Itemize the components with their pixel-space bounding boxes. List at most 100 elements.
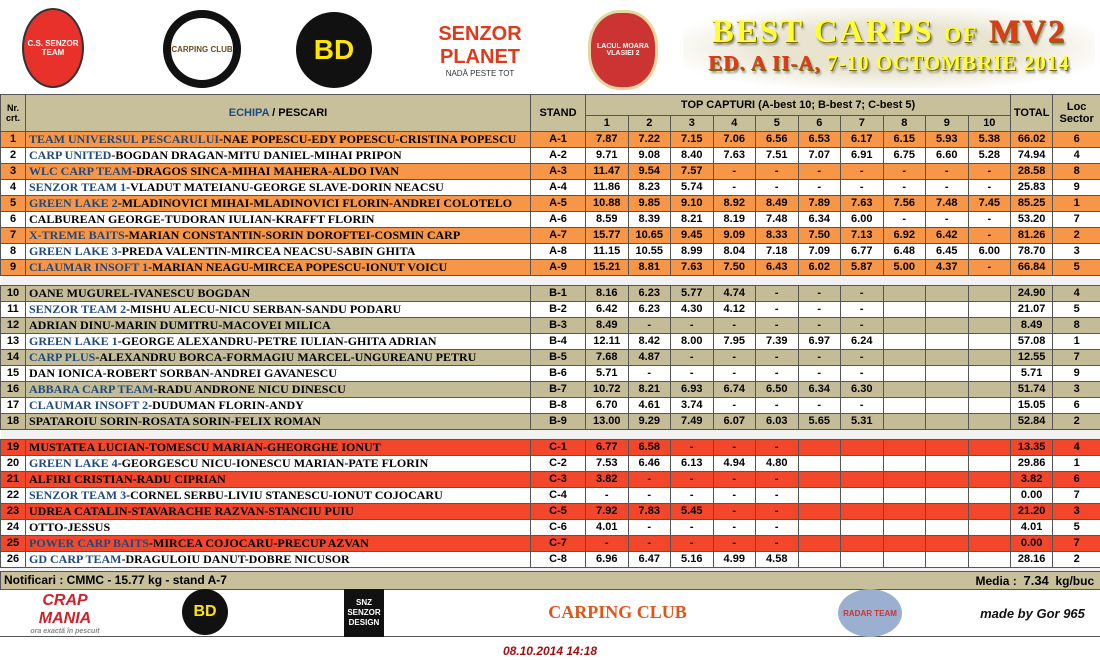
row-number: 13 bbox=[0, 332, 26, 350]
table-row: 23 UDREA CATALIN-STAVARACHE RAZVAN-STANCI… bbox=[0, 502, 1100, 520]
catch-score-10 bbox=[967, 550, 1012, 568]
title-edition: ED. A II-A, bbox=[708, 51, 821, 75]
catch-score-10: - bbox=[967, 258, 1012, 276]
fishers-names: -MLADINOVICI MIHAI-MLADINOVICI FLORIN-AN… bbox=[117, 195, 513, 210]
table-row: 14 CARP PLUS-ALEXANDRU BORCA-FORMAGIU MAR… bbox=[0, 348, 1100, 366]
sector-place-cell: 4 bbox=[1052, 438, 1100, 456]
table-row: 16 ABBARA CARP TEAM-RADU ANDRONE NICU DIN… bbox=[0, 380, 1100, 398]
stand-cell: A-6 bbox=[530, 210, 586, 228]
catch-score-2: - bbox=[627, 316, 671, 334]
team-fishers-cell: CLAUMAR INSOFT 2-DUDUMAN FLORIN-ANDY bbox=[25, 396, 531, 414]
col-number-10: 10 bbox=[967, 115, 1012, 132]
catch-score-1: 10.72 bbox=[585, 380, 629, 398]
catch-score-9: 5.93 bbox=[925, 130, 969, 148]
catch-score-3: - bbox=[670, 486, 714, 504]
sector-place-cell: 2 bbox=[1052, 412, 1100, 430]
row-number: 9 bbox=[0, 258, 26, 276]
catch-score-3: 7.15 bbox=[670, 130, 714, 148]
catch-score-8: 5.00 bbox=[882, 258, 926, 276]
row-number: 14 bbox=[0, 348, 26, 366]
catch-score-3: - bbox=[670, 364, 714, 382]
stand-cell: C-3 bbox=[530, 470, 586, 488]
catch-score-10 bbox=[967, 502, 1012, 520]
gor965-logo: made by Gor 965 bbox=[980, 605, 1085, 621]
table-row: 12 ADRIAN DINU-MARIN DUMITRU-MACOVEI MILI… bbox=[0, 316, 1100, 334]
team-name: ABBARA CARP TEAM bbox=[29, 381, 154, 396]
team-name: CARP UNITED bbox=[29, 147, 112, 162]
catch-score-9 bbox=[925, 454, 969, 472]
catch-score-1: 7.87 bbox=[585, 130, 629, 148]
total-cell: 52.84 bbox=[1010, 412, 1054, 430]
catch-score-9 bbox=[925, 300, 969, 318]
catch-score-5: - bbox=[755, 316, 799, 334]
col-number-7: 7 bbox=[840, 115, 884, 132]
sector-place-cell: 8 bbox=[1052, 162, 1100, 180]
table-row: 2 CARP UNITED-BOGDAN DRAGAN-MITU DANIEL-M… bbox=[0, 146, 1100, 164]
catch-score-4: - bbox=[712, 348, 756, 366]
catch-score-7 bbox=[840, 518, 884, 536]
table-row: 11 SENZOR TEAM 2-MISHU ALECU-NICU SERBAN-… bbox=[0, 300, 1100, 318]
sector-place-cell: 1 bbox=[1052, 332, 1100, 350]
catch-score-9 bbox=[925, 332, 969, 350]
catch-score-3: 8.00 bbox=[670, 332, 714, 350]
catch-score-6: 7.09 bbox=[797, 242, 841, 260]
catch-score-3: - bbox=[670, 470, 714, 488]
team-fishers-cell: SPATAROIU SORIN-ROSATA SORIN-FELIX ROMAN bbox=[25, 412, 531, 430]
catch-score-7: - bbox=[840, 316, 884, 334]
catch-score-2: 8.81 bbox=[627, 258, 671, 276]
stand-cell: B-1 bbox=[530, 284, 586, 302]
sector-place-cell: 3 bbox=[1052, 502, 1100, 520]
catch-score-1: 6.77 bbox=[585, 438, 629, 456]
col-top-header: TOP CAPTURI (A-best 10; B-best 7; C-best… bbox=[584, 94, 1012, 116]
team-fishers-cell: UDREA CATALIN-STAVARACHE RAZVAN-STANCIU … bbox=[25, 502, 531, 520]
catch-score-6: 7.07 bbox=[797, 146, 841, 164]
catch-score-7 bbox=[840, 470, 884, 488]
stand-cell: B-4 bbox=[530, 332, 586, 350]
sponsors-footer: CRAP MANIA ora exactă în pescuit BD SNZ S… bbox=[0, 587, 1100, 637]
catch-score-3: - bbox=[670, 316, 714, 334]
catch-score-10 bbox=[967, 300, 1012, 318]
fishers-names: ALFIRI CRISTIAN-RADU CIPRIAN bbox=[29, 471, 226, 486]
catch-score-6 bbox=[797, 486, 841, 504]
senzor-design-logo: SNZ SENZOR DESIGN bbox=[344, 589, 384, 637]
sector-place-cell: 5 bbox=[1052, 300, 1100, 318]
catch-score-7: 6.30 bbox=[840, 380, 884, 398]
total-cell: 57.08 bbox=[1010, 332, 1054, 350]
total-cell: 28.58 bbox=[1010, 162, 1054, 180]
fishers-names: -PREDA VALENTIN-MIRCEA NEACSU-SABIN GHIT… bbox=[117, 243, 416, 258]
catch-score-7 bbox=[840, 486, 884, 504]
catch-score-3: 5.74 bbox=[670, 178, 714, 196]
team-name: CARP PLUS bbox=[29, 349, 96, 364]
team-fishers-cell: X-TREME BAITS-MARIAN CONSTANTIN-SORIN DO… bbox=[25, 226, 531, 244]
catch-score-5: 6.43 bbox=[755, 258, 799, 276]
notifications-row: Notificari : CMMC - 15.77 kg - stand A-7… bbox=[0, 570, 1100, 590]
catch-score-5: - bbox=[755, 518, 799, 536]
fishers-names: -ALEXANDRU BORCA-FORMAGIU MARCEL-UNGUREA… bbox=[95, 349, 477, 364]
spacer-cell bbox=[0, 428, 1100, 440]
catch-score-10 bbox=[967, 284, 1012, 302]
catch-score-1: 3.82 bbox=[585, 470, 629, 488]
table-row: 4 SENZOR TEAM 1-VLADUT MATEIANU-GEORGE SL… bbox=[0, 178, 1100, 196]
catch-score-5: - bbox=[755, 486, 799, 504]
catch-score-8 bbox=[882, 518, 926, 536]
total-cell: 29.86 bbox=[1010, 454, 1054, 472]
catch-score-5: 7.39 bbox=[755, 332, 799, 350]
team-fishers-cell: CARP UNITED-BOGDAN DRAGAN-MITU DANIEL-MI… bbox=[25, 146, 531, 164]
catch-score-10 bbox=[967, 470, 1012, 488]
catch-score-6 bbox=[797, 518, 841, 536]
catch-score-1: 5.71 bbox=[585, 364, 629, 382]
stand-cell: C-4 bbox=[530, 486, 586, 504]
catch-score-10: - bbox=[967, 178, 1012, 196]
fishers-names: -VLADUT MATEIANU-GEORGE SLAVE-DORIN NEAC… bbox=[126, 179, 444, 194]
senzor-planet-text: SENZOR PLANET bbox=[438, 22, 522, 68]
team-fishers-cell: SENZOR TEAM 2-MISHU ALECU-NICU SERBAN-SA… bbox=[25, 300, 531, 318]
catch-score-1: 6.42 bbox=[585, 300, 629, 318]
catch-score-5: - bbox=[755, 470, 799, 488]
fishers-names: MUSTATEA LUCIAN-TOMESCU MARIAN-GHEORGHE … bbox=[29, 439, 381, 454]
catch-score-7: 7.63 bbox=[840, 194, 884, 212]
catch-score-10 bbox=[967, 364, 1012, 382]
catch-score-10: 6.00 bbox=[967, 242, 1012, 260]
catch-score-1: 7.53 bbox=[585, 454, 629, 472]
fishers-names: OTTO-JESSUS bbox=[29, 519, 111, 534]
table-row: 1 TEAM UNIVERSUL PESCARULUI-NAE POPESCU-E… bbox=[0, 130, 1100, 148]
